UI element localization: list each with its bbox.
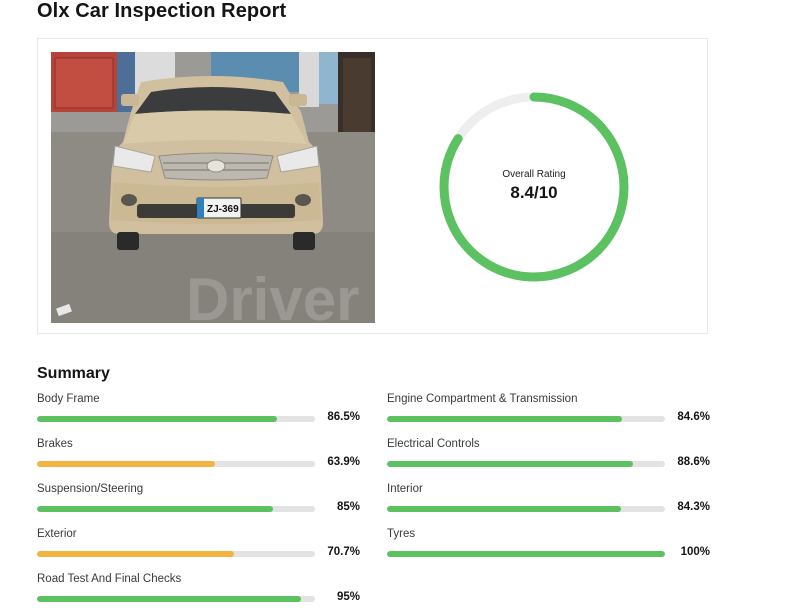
license-plate-text: ZJ-369 [207, 204, 239, 215]
metric-progress-fill [387, 461, 634, 467]
metric-value: 84.3% [677, 501, 710, 513]
rating-ring-progress [439, 92, 629, 282]
metric-label: Interior [387, 483, 423, 495]
metric-progress-fill [387, 506, 622, 512]
rating-ring [439, 92, 629, 282]
metric-progress-fill [37, 551, 234, 557]
metric-label: Road Test And Final Checks [37, 573, 182, 585]
summary-heading: Summary [37, 365, 110, 382]
summary-metric-brakes: Brakes 63.9% [37, 438, 360, 478]
metric-value: 84.6% [677, 411, 710, 423]
summary-metric-interior: Interior 84.3% [387, 483, 710, 523]
metric-progress-bar [387, 551, 665, 557]
metric-value: 95% [336, 591, 360, 603]
metric-value: 100% [680, 546, 710, 558]
photo-watermark: Driver [186, 266, 359, 323]
metric-progress-bar [387, 461, 665, 467]
metric-value: 63.9% [327, 456, 360, 468]
metric-label: Electrical Controls [387, 438, 480, 450]
metric-progress-fill [37, 596, 302, 602]
metric-label: Engine Compartment & Transmission [387, 393, 578, 405]
summary-metric-body-frame: Body Frame 86.5% [37, 393, 360, 433]
metric-progress-bar [37, 506, 315, 512]
inspection-overview-card: Driver ZJ-36 [37, 38, 708, 334]
summary-metric-engine-compartment-transmission: Engine Compartment & Transmission 84.6% [387, 393, 710, 433]
metric-label: Tyres [387, 528, 416, 540]
metric-progress-bar [387, 416, 665, 422]
metric-value: 70.7% [327, 546, 360, 558]
metric-progress-bar [37, 461, 315, 467]
summary-metric-road-test-and-final-checks: Road Test And Final Checks 95% [37, 573, 360, 613]
metric-progress-bar [37, 596, 315, 602]
metric-progress-bar [37, 416, 315, 422]
metric-progress-fill [387, 416, 623, 422]
metric-label: Body Frame [37, 393, 100, 405]
summary-metric-suspension-steering: Suspension/Steering 85% [37, 483, 360, 523]
page-title: Olx Car Inspection Report [37, 0, 287, 22]
summary-metric-exterior: Exterior 70.7% [37, 528, 360, 568]
vehicle-photo-illustration: Driver ZJ-36 [51, 52, 375, 323]
metric-progress-fill [37, 416, 278, 422]
metric-value: 86.5% [327, 411, 360, 423]
overall-rating-value: 8.4/10 [510, 183, 558, 202]
metric-value: 85% [336, 501, 360, 513]
metric-progress-fill [387, 551, 665, 557]
summary-metric-electrical-controls: Electrical Controls 88.6% [387, 438, 710, 478]
metric-label: Exterior [37, 528, 77, 540]
metric-value: 88.6% [677, 456, 710, 468]
overall-rating-label: Overall Rating [502, 169, 566, 180]
metric-progress-bar [387, 506, 665, 512]
metric-progress-fill [37, 506, 274, 512]
overall-rating-gauge: Overall Rating 8.4/10 [436, 89, 632, 285]
metric-label: Suspension/Steering [37, 483, 144, 495]
metric-label: Brakes [37, 438, 73, 450]
summary-metric-tyres: Tyres 100% [387, 528, 710, 568]
metric-progress-bar [37, 551, 315, 557]
metric-progress-fill [37, 461, 215, 467]
vehicle-photo[interactable]: Driver ZJ-36 [51, 52, 375, 323]
